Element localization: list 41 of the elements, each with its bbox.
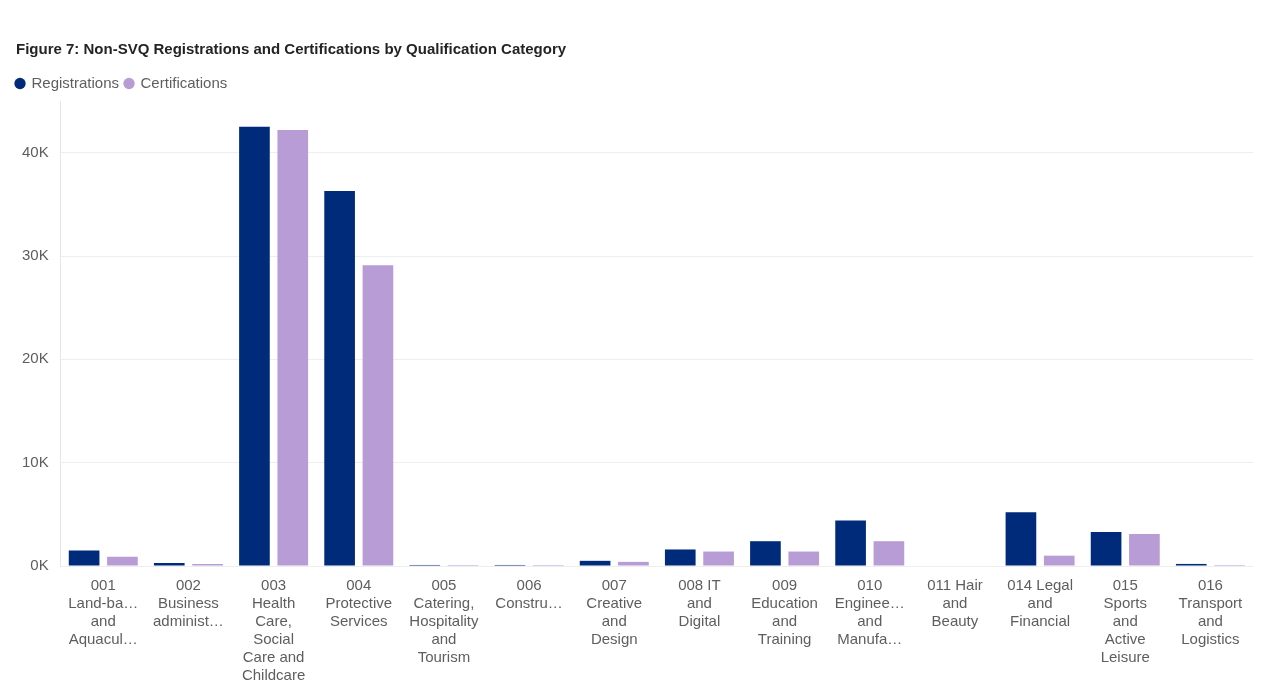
- bar: [239, 126, 270, 566]
- x-tick-label: 003 Health Care, Social Care and Childcare: [241, 576, 306, 684]
- bar: [579, 560, 611, 566]
- bar: [1005, 512, 1037, 566]
- bar: [1043, 555, 1075, 566]
- bar: [153, 562, 185, 566]
- bar: [618, 561, 649, 566]
- x-tick-label: 005 Catering, Hospitality and Tourism: [409, 576, 480, 666]
- x-tick-label: 004 Protective Services: [325, 576, 393, 630]
- x-tick-label: 008 IT and Digital: [678, 576, 721, 630]
- x-tick-label: 006 Constru…: [495, 576, 563, 612]
- legend-label: Registrations: [31, 73, 120, 91]
- bar: [1090, 531, 1122, 566]
- bar: [788, 551, 820, 566]
- x-tick-label: 002 Business administ…: [153, 576, 224, 630]
- x-tick-label: 014 Legal and Financial: [1007, 576, 1074, 630]
- bar: [68, 550, 100, 566]
- bar: [703, 551, 734, 566]
- bar: [107, 556, 138, 566]
- legend-label: Certifications: [140, 73, 228, 91]
- x-tick-label: 015 Sports and Active Leisure: [1100, 576, 1150, 666]
- x-tick-label: 007 Creative and Design: [586, 576, 643, 648]
- y-tick-label: 30K: [21, 246, 49, 264]
- bar: [277, 129, 309, 566]
- bar: [362, 265, 394, 566]
- x-tick-label: 010 Enginee… and Manufa…: [834, 576, 905, 648]
- y-tick-label: 10K: [21, 452, 49, 470]
- y-tick-label: 0K: [30, 556, 49, 574]
- x-tick-label: 001 Land-ba… and Aquacul…: [68, 576, 139, 648]
- x-tick-label: 009 Education and Training: [751, 576, 818, 648]
- x-tick-label: 016 Transport and Logistics: [1178, 576, 1244, 648]
- bar: [835, 520, 866, 566]
- bar: [750, 541, 781, 566]
- bar: [873, 541, 905, 566]
- y-tick-label: 40K: [21, 142, 49, 160]
- y-tick-label: 20K: [21, 349, 49, 367]
- bar: [664, 549, 696, 566]
- x-tick-label: 011 Hair and Beauty: [927, 576, 983, 630]
- bar: [1129, 533, 1160, 566]
- chart-title: Figure 7: Non-SVQ Registrations and Certifications by Qualification Category: [16, 40, 567, 57]
- bar: [324, 190, 355, 566]
